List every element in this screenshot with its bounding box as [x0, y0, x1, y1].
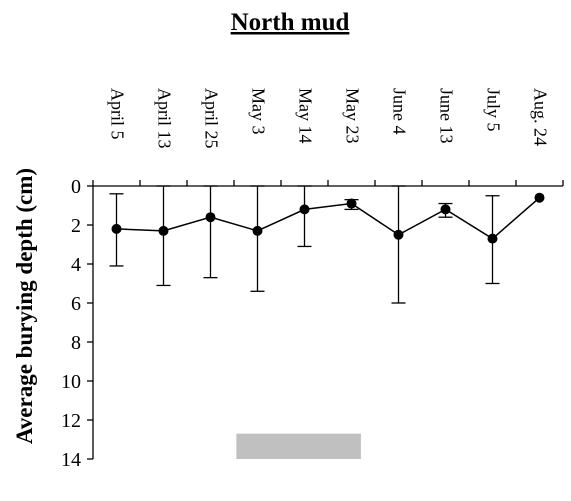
y-tick-label: 2: [71, 215, 81, 237]
y-tick-label: 8: [71, 332, 81, 354]
data-point: [487, 233, 498, 244]
shaded-band-layer: [236, 433, 361, 459]
data-point: [393, 229, 404, 240]
x-tick-label: May 23: [343, 88, 363, 144]
y-tick-label: 6: [71, 293, 81, 315]
series-layer: [109, 185, 545, 304]
data-point: [158, 225, 169, 236]
x-tick-label: May 14: [296, 88, 316, 144]
y-tick-label: 10: [61, 371, 81, 393]
data-point: [346, 198, 357, 209]
x-tick-label: April 25: [202, 88, 222, 149]
axes: [87, 180, 564, 460]
x-tick-label: July 5: [484, 88, 504, 132]
data-point: [252, 225, 263, 236]
y-tick-label: 0: [71, 176, 81, 198]
data-point: [205, 212, 216, 223]
data-point: [111, 223, 122, 234]
y-tick-label: 14: [61, 449, 81, 471]
shaded-band: [236, 433, 361, 459]
chart-title: North mud: [231, 9, 350, 36]
x-tick-label: April 13: [155, 88, 175, 149]
y-tick-label: 4: [71, 254, 81, 276]
y-tick-label: 12: [61, 410, 81, 432]
x-tick-label: June 13: [437, 88, 457, 144]
x-tick-label: April 5: [108, 88, 128, 140]
tick-labels: 0 2 4 6 8 10 12 14 April 5 April 13 April 25 May 3 M…: [61, 88, 551, 471]
y-axis-label: Average burying depth (cm): [12, 168, 37, 444]
data-point: [299, 204, 310, 215]
x-tick-label: May 3: [249, 88, 269, 135]
x-tick-label: June 4: [390, 88, 410, 135]
series-line: [116, 197, 540, 240]
data-point: [534, 192, 545, 203]
data-point: [440, 204, 451, 215]
x-tick-label: Aug. 24: [531, 88, 551, 146]
